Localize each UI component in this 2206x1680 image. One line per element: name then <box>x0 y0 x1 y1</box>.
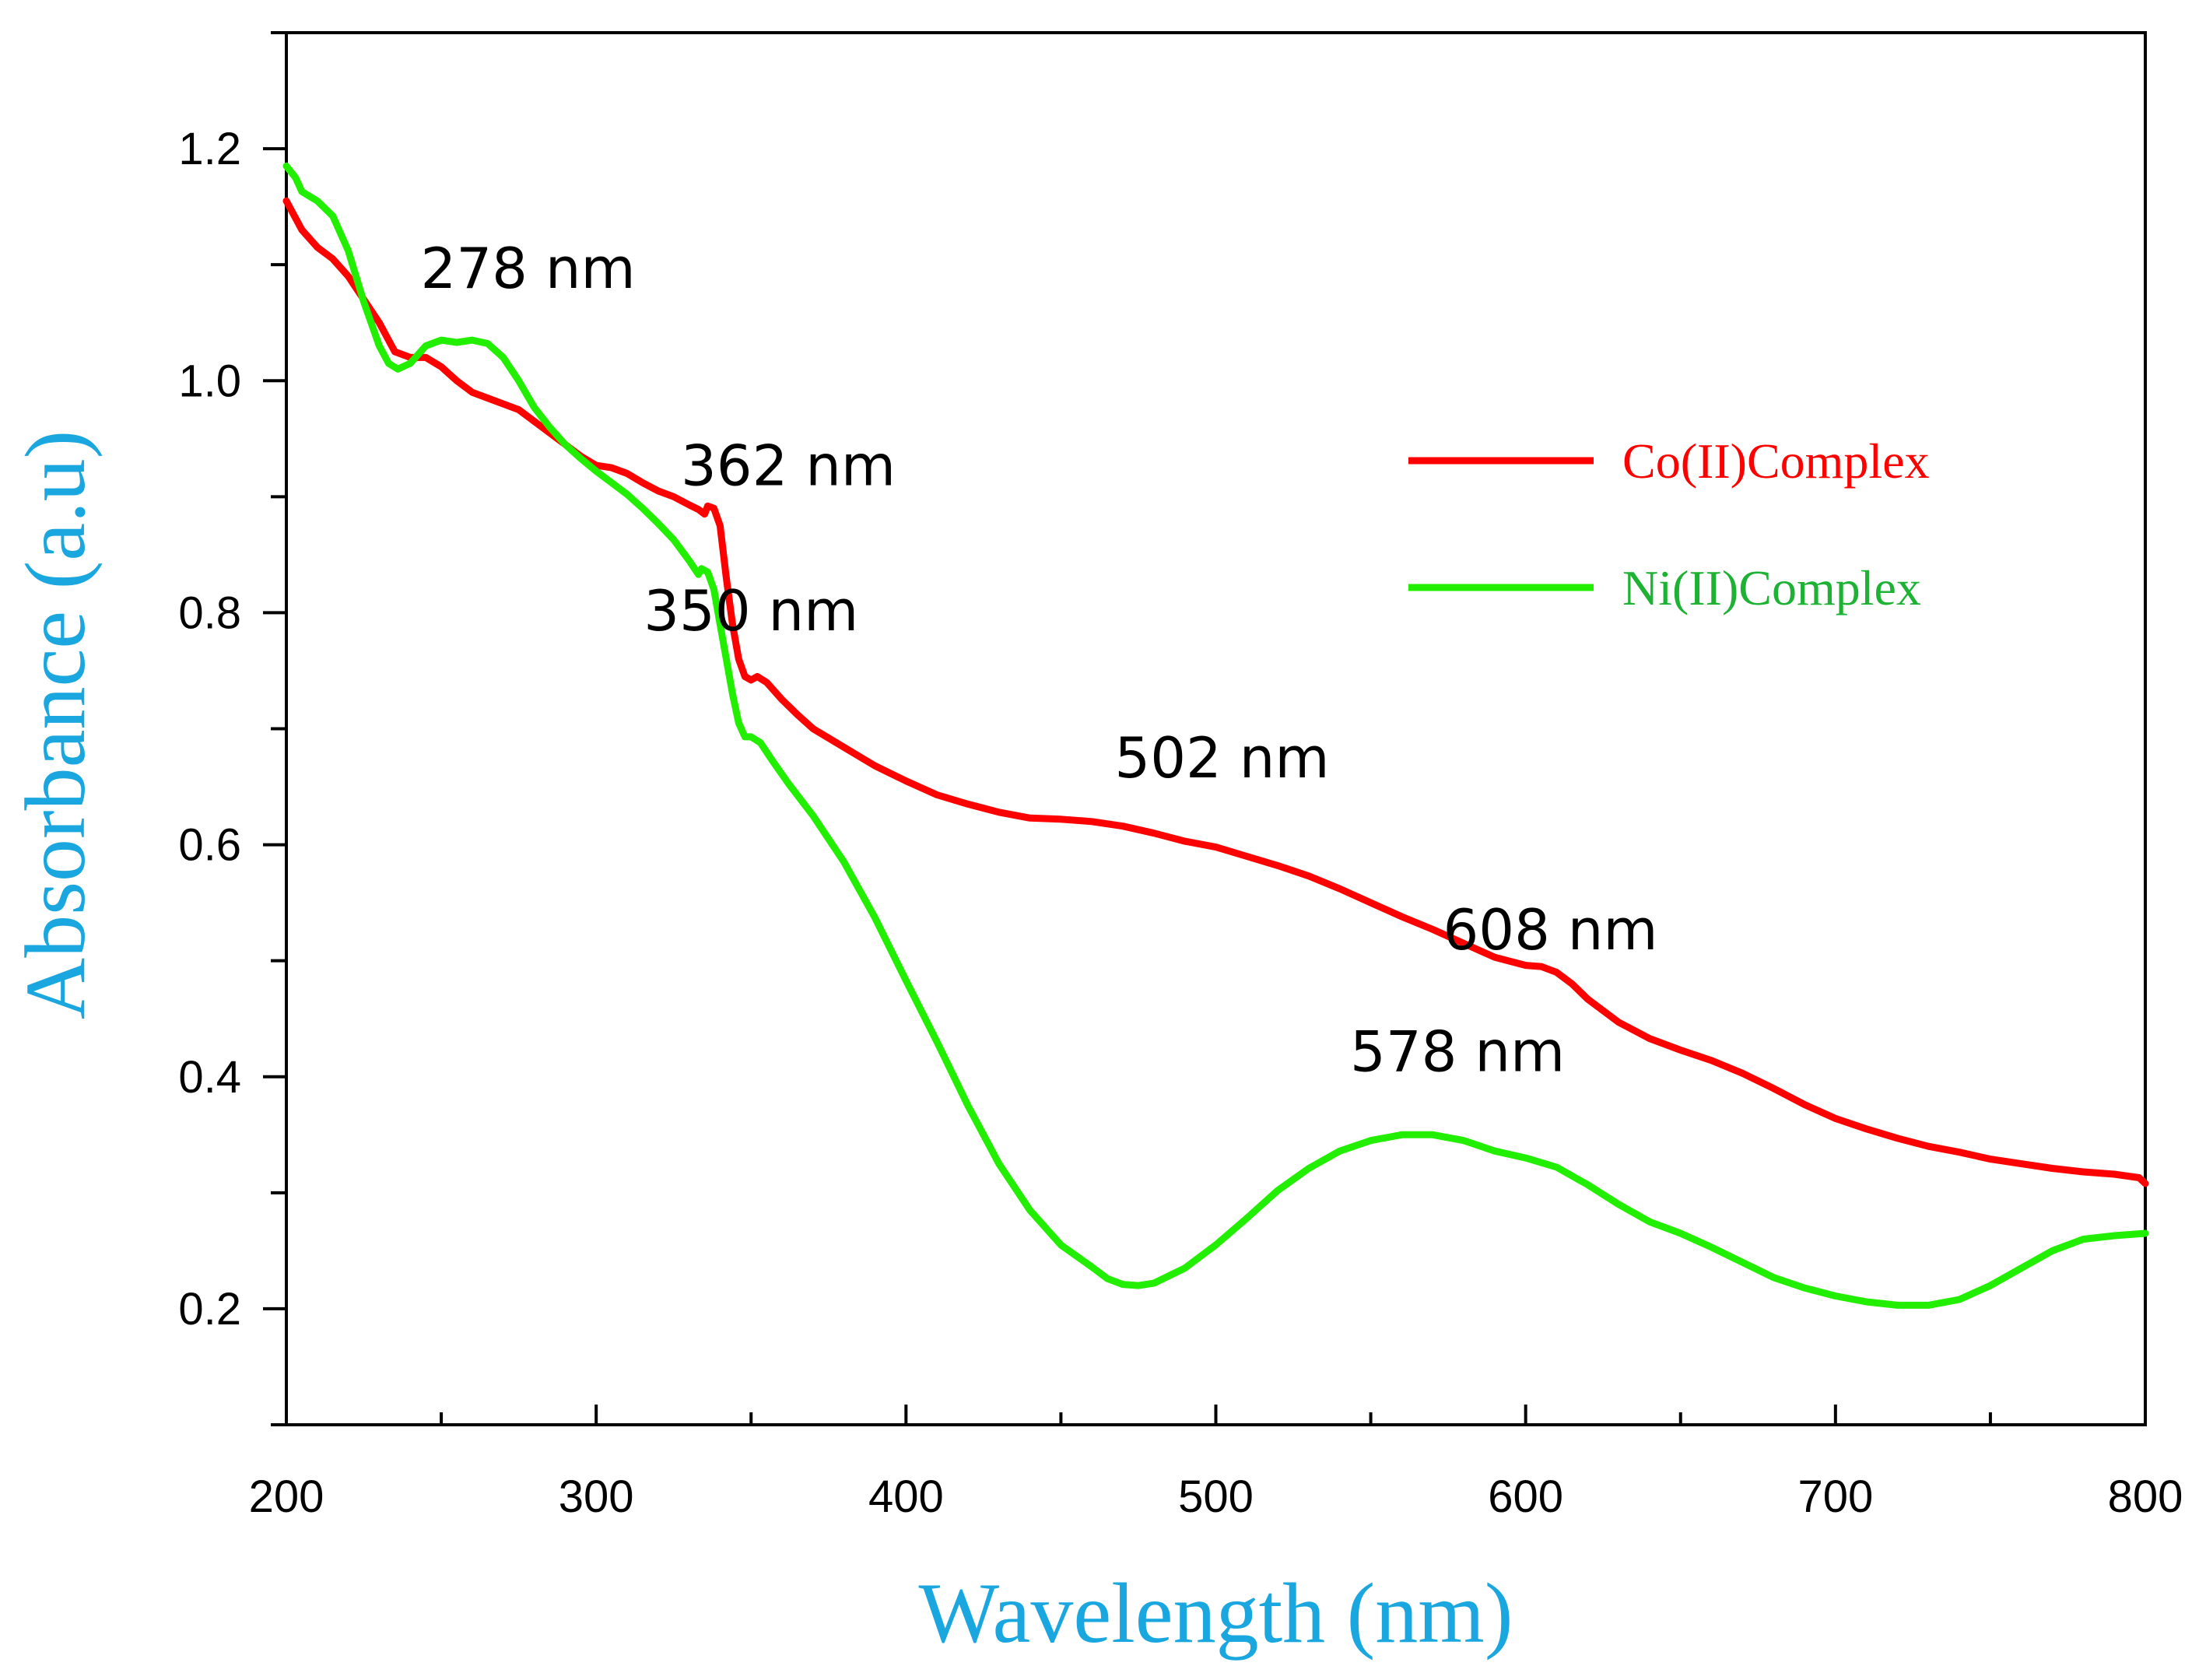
plot-frame <box>285 31 2147 1426</box>
y-axis-title: Absorbance (a.u) <box>8 430 103 1019</box>
x-axis-title: Wavelength (nm) <box>919 1566 1513 1661</box>
x-tick-labels: 200 300 400 500 600 700 800 <box>249 1471 2183 1522</box>
x-tick-label: 500 <box>1178 1471 1254 1522</box>
legend: Co(II)Complex Ni(II)Complex <box>1408 433 1930 616</box>
x-tick-label: 200 <box>249 1471 324 1522</box>
peak-annotation: 278 nm <box>421 236 636 301</box>
series-layer <box>282 162 2149 1309</box>
y-tick-label: 0.4 <box>178 1052 241 1103</box>
annotation-layer: 278 nm 362 nm 350 nm 502 nm 608 nm 578 nm <box>421 236 1658 1084</box>
y-tick-label: 1.2 <box>178 124 241 174</box>
x-tick-label: 400 <box>868 1471 944 1522</box>
x-tick-label: 700 <box>1797 1471 1873 1522</box>
x-tick-label: 300 <box>559 1471 634 1522</box>
y-tick-label: 0.8 <box>178 587 241 638</box>
peak-annotation: 362 nm <box>681 433 896 498</box>
peak-annotation: 578 nm <box>1350 1019 1565 1084</box>
series-line-ni <box>282 162 2149 1309</box>
peak-annotation: 350 nm <box>644 578 858 644</box>
x-tick-label: 800 <box>2108 1471 2183 1522</box>
y-tick-label: 0.6 <box>178 820 241 871</box>
y-tick-label: 0.2 <box>178 1284 241 1335</box>
legend-label-co: Co(II)Complex <box>1622 433 1930 489</box>
y-tick-labels: 0.2 0.4 0.6 0.8 1.0 1.2 <box>178 124 241 1335</box>
peak-annotation: 502 nm <box>1114 725 1329 791</box>
x-tick-label: 600 <box>1488 1471 1563 1522</box>
y-tick-label: 1.0 <box>178 356 241 406</box>
peak-annotation: 608 nm <box>1443 897 1657 963</box>
legend-label-ni: Ni(II)Complex <box>1622 560 1921 616</box>
series-line-co <box>282 197 2149 1187</box>
